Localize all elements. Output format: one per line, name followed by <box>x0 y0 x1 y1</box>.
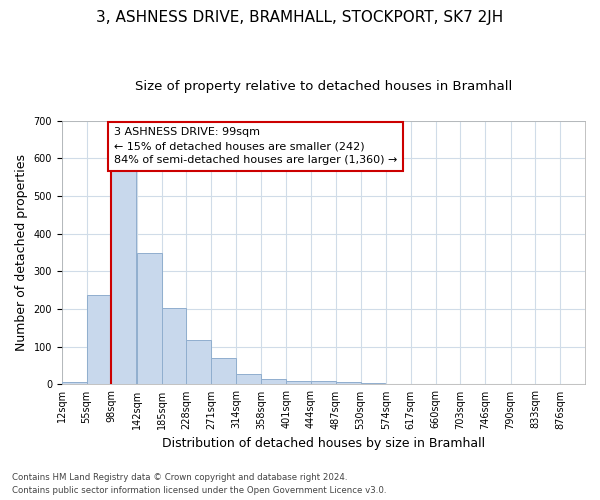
Bar <box>211 358 236 384</box>
Bar <box>86 295 112 384</box>
Bar <box>62 382 86 384</box>
Y-axis label: Number of detached properties: Number of detached properties <box>15 154 28 351</box>
Bar <box>161 308 187 384</box>
X-axis label: Distribution of detached houses by size in Bramhall: Distribution of detached houses by size … <box>162 437 485 450</box>
Bar <box>361 382 385 384</box>
Text: 3 ASHNESS DRIVE: 99sqm
← 15% of detached houses are smaller (242)
84% of semi-de: 3 ASHNESS DRIVE: 99sqm ← 15% of detached… <box>113 128 397 166</box>
Bar <box>187 340 211 384</box>
Title: Size of property relative to detached houses in Bramhall: Size of property relative to detached ho… <box>135 80 512 93</box>
Bar <box>262 379 286 384</box>
Bar <box>137 253 161 384</box>
Bar <box>286 380 311 384</box>
Bar <box>112 162 136 384</box>
Bar <box>236 374 261 384</box>
Bar <box>336 382 361 384</box>
Text: Contains HM Land Registry data © Crown copyright and database right 2024.
Contai: Contains HM Land Registry data © Crown c… <box>12 474 386 495</box>
Bar <box>311 382 336 384</box>
Text: 3, ASHNESS DRIVE, BRAMHALL, STOCKPORT, SK7 2JH: 3, ASHNESS DRIVE, BRAMHALL, STOCKPORT, S… <box>97 10 503 25</box>
